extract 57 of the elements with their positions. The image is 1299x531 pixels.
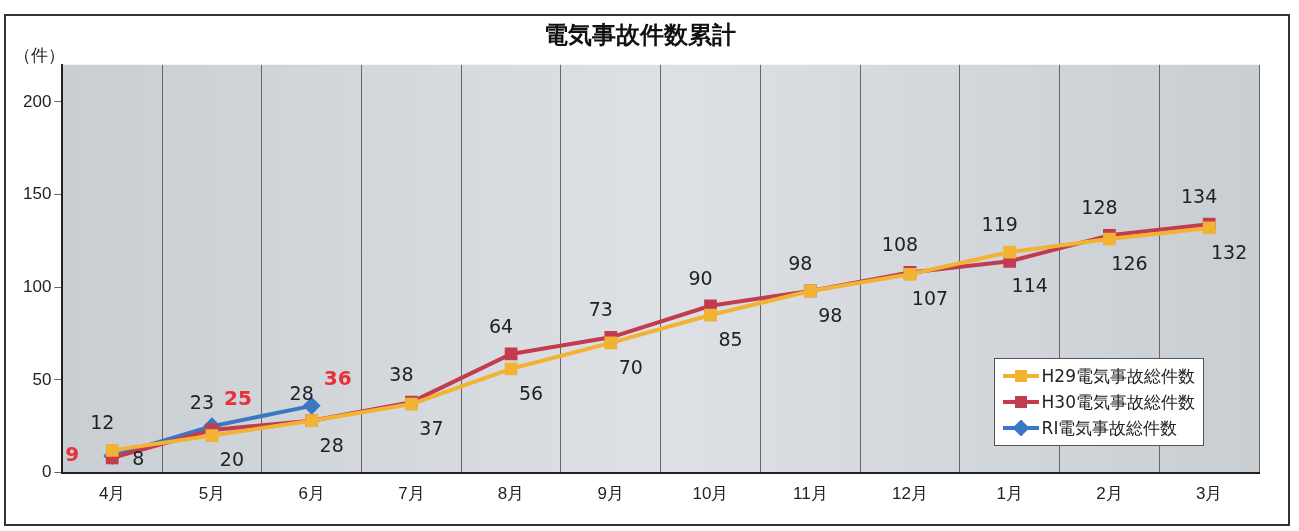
point [205, 429, 219, 442]
data-label: 36 [323, 366, 352, 391]
legend-label: RI電気事故総件数 [1041, 416, 1178, 440]
y-tick-label: 100 [22, 276, 52, 296]
data-label: 98 [818, 303, 843, 326]
x-tick-label: 9月 [597, 484, 625, 504]
data-label: 28 [289, 381, 314, 404]
x-tick-label: 10月 [692, 484, 729, 504]
data-label: 70 [618, 355, 643, 378]
data-label: 108 [881, 233, 919, 256]
data-label: 85 [718, 327, 743, 350]
data-label: 126 [1111, 251, 1148, 274]
point [105, 443, 119, 457]
point [604, 336, 618, 350]
point [704, 308, 717, 322]
point [1202, 221, 1216, 235]
y-tick-label: 0 [41, 462, 52, 482]
y-axis-title: （件） [14, 44, 65, 67]
data-label: 23 [189, 390, 215, 413]
x-tick-label: 1月 [996, 484, 1023, 504]
data-label: 107 [911, 287, 949, 310]
x-tick-label: 4月 [98, 484, 126, 504]
data-label: 119 [981, 212, 1018, 235]
x-tick-label: 5月 [198, 484, 226, 504]
data-label: 90 [688, 266, 713, 289]
data-label: 73 [588, 298, 613, 321]
x-tick-label: 12月 [892, 484, 928, 504]
point [1003, 245, 1017, 259]
data-label: 132 [1211, 240, 1248, 263]
data-label: 25 [224, 386, 252, 411]
data-label: 64 [489, 314, 514, 337]
x-tick-label: 2月 [1096, 484, 1123, 504]
legend-label: H30電気事故総件数 [1041, 390, 1195, 414]
x-tick-label: 3月 [1195, 484, 1223, 504]
data-label: 56 [519, 381, 544, 404]
data-label: 37 [419, 416, 444, 439]
data-label: 9 [65, 442, 80, 467]
data-label: 8 [132, 446, 145, 469]
point [1103, 232, 1116, 246]
x-tick-label: 11月 [792, 484, 828, 504]
y-tick-label: 200 [22, 91, 52, 111]
data-label: 28 [319, 433, 344, 456]
data-label: 98 [788, 251, 813, 274]
legend-label: H29電気事故総件数 [1041, 364, 1195, 388]
data-label: 134 [1181, 185, 1218, 208]
data-label: 38 [389, 363, 414, 386]
y-tick-label: 150 [22, 184, 52, 204]
y-tick-label: 50 [32, 369, 52, 389]
x-tick-label: 8月 [497, 484, 525, 504]
data-label: 128 [1081, 196, 1118, 219]
data-label: 114 [1011, 274, 1048, 297]
point [504, 362, 518, 376]
data-label: 12 [90, 411, 115, 434]
x-tick-label: 7月 [398, 484, 425, 504]
chart-title: 電気事故件数累計 [543, 20, 736, 49]
x-tick-label: 6月 [298, 484, 325, 504]
data-label: 20 [219, 448, 245, 471]
